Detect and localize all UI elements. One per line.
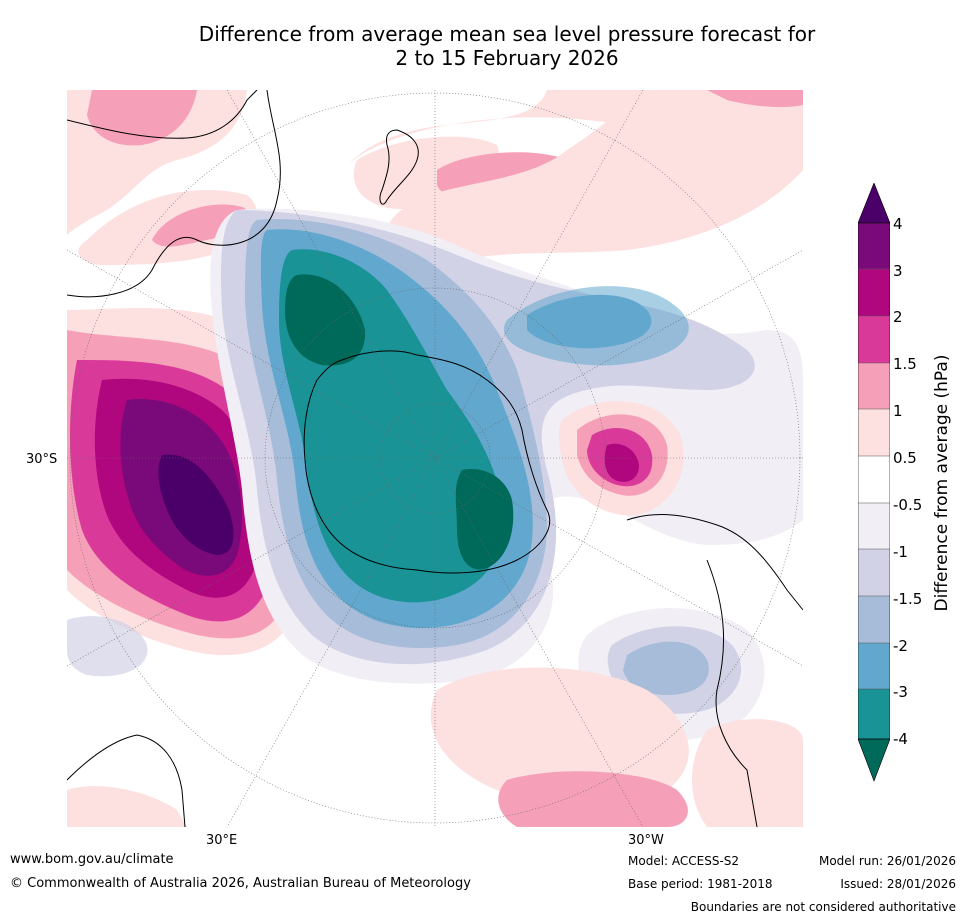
- colorbar-band-m1.5-m1: [858, 549, 890, 596]
- footer-copyright: © Commonwealth of Australia 2026, Austra…: [10, 876, 471, 891]
- colorbar-tick-m1.5: -1.5: [893, 590, 923, 608]
- map-title: Difference from average mean sea level p…: [0, 22, 965, 70]
- colorbar-band-3-4: [858, 223, 890, 269]
- colorbar-tick-4: 4: [893, 215, 903, 233]
- colorbar-band-m1-m0.5: [858, 503, 890, 549]
- footer-model-run: Model run: 26/01/2026: [818, 854, 956, 868]
- anomaly-positive-east: [558, 401, 684, 516]
- footer-disclaimer: Boundaries are not considered authoritat…: [690, 900, 956, 914]
- lon-label-30w: 30°W: [628, 833, 664, 848]
- lon-label-30e: 30°E: [206, 833, 238, 848]
- colorbar-tick-1: 1: [893, 402, 903, 420]
- title-line-1: Difference from average mean sea level p…: [198, 22, 816, 46]
- colorbar-tick-3: 3: [893, 262, 903, 280]
- colorbar-band-m4-m3: [858, 689, 890, 739]
- australia-coast: [67, 90, 281, 298]
- title-line-2: 2 to 15 February 2026: [395, 46, 619, 70]
- pressure-anomaly-map: [67, 90, 803, 827]
- graticule: [67, 90, 803, 827]
- colorbar-band-m3-m2: [858, 643, 890, 689]
- antarctica-coast: [303, 350, 551, 574]
- colorbar-band-m2-m1.5: [858, 596, 890, 643]
- colorbar-tick-1.5: 1.5: [893, 355, 917, 373]
- colorbar-tick-m2: -2: [893, 637, 908, 655]
- colorbar: [858, 183, 890, 782]
- colorbar-tick-m3: -3: [893, 683, 908, 701]
- anomaly-positive-west: [67, 308, 310, 656]
- footer-issued: Issued: 28/01/2026: [840, 877, 956, 891]
- footer-base-period: Base period: 1981-2018: [628, 877, 773, 891]
- footer-model: Model: ACCESS-S2: [628, 854, 740, 868]
- coastlines: [67, 90, 803, 827]
- colorbar-tick-m0.5: -0.5: [893, 496, 923, 514]
- africa-coast: [67, 734, 186, 827]
- colorbar-band-0.5-1: [858, 409, 890, 456]
- colorbar-tick-2: 2: [893, 308, 903, 326]
- anomaly-positive-south: [67, 667, 803, 827]
- footer-website[interactable]: www.bom.gov.au/climate: [10, 852, 174, 867]
- colorbar-label: Difference from average (hPa): [932, 354, 952, 612]
- colorbar-tick-0.5: 0.5: [893, 449, 917, 467]
- colorbar-tick-m1: -1: [893, 543, 908, 561]
- colorbar-band-1.5-2: [858, 316, 890, 363]
- lat-label-30s: 30°S: [26, 452, 58, 467]
- anomaly-negative-east: [503, 286, 689, 366]
- colorbar-band-1-1.5: [858, 363, 890, 409]
- new-zealand-coast: [379, 129, 419, 205]
- south-america-coast: [626, 514, 803, 827]
- colorbar-over-triangle: [858, 183, 890, 224]
- colorbar-under-triangle: [858, 738, 890, 782]
- colorbar-band-2-3: [858, 269, 890, 316]
- colorbar-band-neutral: [858, 456, 890, 503]
- colorbar-tick-m4: -4: [893, 730, 908, 748]
